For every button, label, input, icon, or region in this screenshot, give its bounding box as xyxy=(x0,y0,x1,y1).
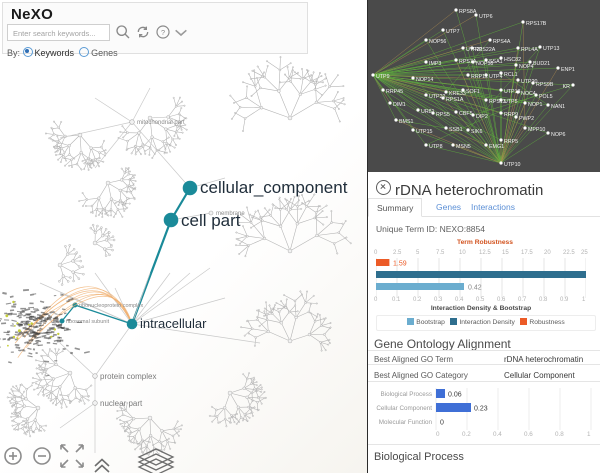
svg-text:cell part: cell part xyxy=(181,211,241,230)
svg-text:UTP15: UTP15 xyxy=(416,129,433,135)
svg-text:UTP4: UTP4 xyxy=(489,74,503,80)
svg-text:UTP5: UTP5 xyxy=(504,99,518,105)
svg-text:ENP1: ENP1 xyxy=(561,67,575,73)
svg-text:UTP10: UTP10 xyxy=(504,162,521,168)
svg-text:RRP12: RRP12 xyxy=(471,74,488,80)
svg-text:0.4: 0.4 xyxy=(493,431,502,438)
svg-text:UTP22: UTP22 xyxy=(429,94,446,100)
svg-text:0.8: 0.8 xyxy=(555,431,564,438)
svg-text:RPS17B: RPS17B xyxy=(526,21,547,27)
svg-text:SSA1: SSA1 xyxy=(489,59,503,65)
svg-text:0.2: 0.2 xyxy=(462,431,471,438)
svg-text:0.6: 0.6 xyxy=(524,431,533,438)
svg-text:protein complex: protein complex xyxy=(100,372,156,381)
svg-text:RPS9B: RPS9B xyxy=(536,82,554,88)
svg-text:POL5: POL5 xyxy=(539,94,553,100)
svg-text:UR81: UR81 xyxy=(421,109,435,115)
svg-text:cellular_component: cellular_component xyxy=(200,178,348,197)
svg-text:IMP3: IMP3 xyxy=(429,61,441,67)
svg-text:RPS8A: RPS8A xyxy=(459,9,477,15)
svg-text:RRP45: RRP45 xyxy=(386,89,403,95)
svg-text:RPL4A: RPL4A xyxy=(521,47,538,53)
svg-text:0.42: 0.42 xyxy=(468,285,482,292)
svg-text:RRP5: RRP5 xyxy=(504,139,518,145)
svg-text:ribonucleoprotein complex: ribonucleoprotein complex xyxy=(79,303,143,309)
svg-text:DIP2: DIP2 xyxy=(476,114,488,120)
svg-text:UTP7: UTP7 xyxy=(446,29,460,35)
svg-text:ribosomal subunit: ribosomal subunit xyxy=(66,319,110,325)
svg-text:RPS7A: RPS7A xyxy=(459,59,477,65)
svg-text:CBF5: CBF5 xyxy=(459,111,473,117)
svg-text:NOP56: NOP56 xyxy=(429,39,446,45)
svg-text:NAN1: NAN1 xyxy=(551,104,565,110)
svg-text:SOF1: SOF1 xyxy=(466,89,480,95)
svg-text:RPS5: RPS5 xyxy=(436,112,450,118)
svg-text:RCL1: RCL1 xyxy=(504,72,518,78)
svg-text:BMS1: BMS1 xyxy=(399,119,413,125)
svg-text:0: 0 xyxy=(436,431,440,438)
svg-text:0: 0 xyxy=(440,420,444,427)
svg-text:UTP6: UTP6 xyxy=(479,14,493,20)
svg-text:nuclear part: nuclear part xyxy=(100,399,143,408)
svg-text:NOP4: NOP4 xyxy=(519,64,533,70)
svg-text:intracellular: intracellular xyxy=(140,316,207,331)
svg-text:0.06: 0.06 xyxy=(448,392,462,399)
svg-text:NOP1: NOP1 xyxy=(528,102,542,108)
svg-text:1: 1 xyxy=(587,431,591,438)
svg-text:DIM1: DIM1 xyxy=(393,102,406,108)
svg-text:mitochondrial part: mitochondrial part xyxy=(137,120,185,126)
svg-text:NOP14: NOP14 xyxy=(416,77,433,83)
svg-text:UTP9: UTP9 xyxy=(376,74,390,80)
svg-text:SIK6: SIK6 xyxy=(471,129,483,135)
svg-text:MSN5: MSN5 xyxy=(456,144,471,150)
svg-text:UTP13: UTP13 xyxy=(543,46,560,52)
svg-text:BUD21: BUD21 xyxy=(533,61,550,67)
svg-text:NOC4: NOC4 xyxy=(521,91,536,97)
svg-text:UTP18: UTP18 xyxy=(504,89,521,95)
svg-text:RPS4A: RPS4A xyxy=(493,39,511,45)
svg-text:RPS1A: RPS1A xyxy=(446,97,464,103)
svg-text:?: ? xyxy=(161,28,165,37)
svg-text:EMG1: EMG1 xyxy=(489,144,504,150)
svg-text:0.23: 0.23 xyxy=(474,406,488,413)
svg-text:SSB1: SSB1 xyxy=(449,127,463,133)
svg-text:KR: KR xyxy=(563,84,571,90)
svg-text:RPS22A: RPS22A xyxy=(475,47,496,53)
svg-text:RRP9: RRP9 xyxy=(504,112,518,118)
svg-text:1.59: 1.59 xyxy=(393,261,407,268)
svg-text:HSC82: HSC82 xyxy=(504,57,521,63)
svg-text:PWP2: PWP2 xyxy=(519,116,534,122)
svg-text:MPP10: MPP10 xyxy=(528,127,545,133)
svg-text:UTP8: UTP8 xyxy=(429,144,443,150)
svg-text:NOP6: NOP6 xyxy=(551,132,565,138)
